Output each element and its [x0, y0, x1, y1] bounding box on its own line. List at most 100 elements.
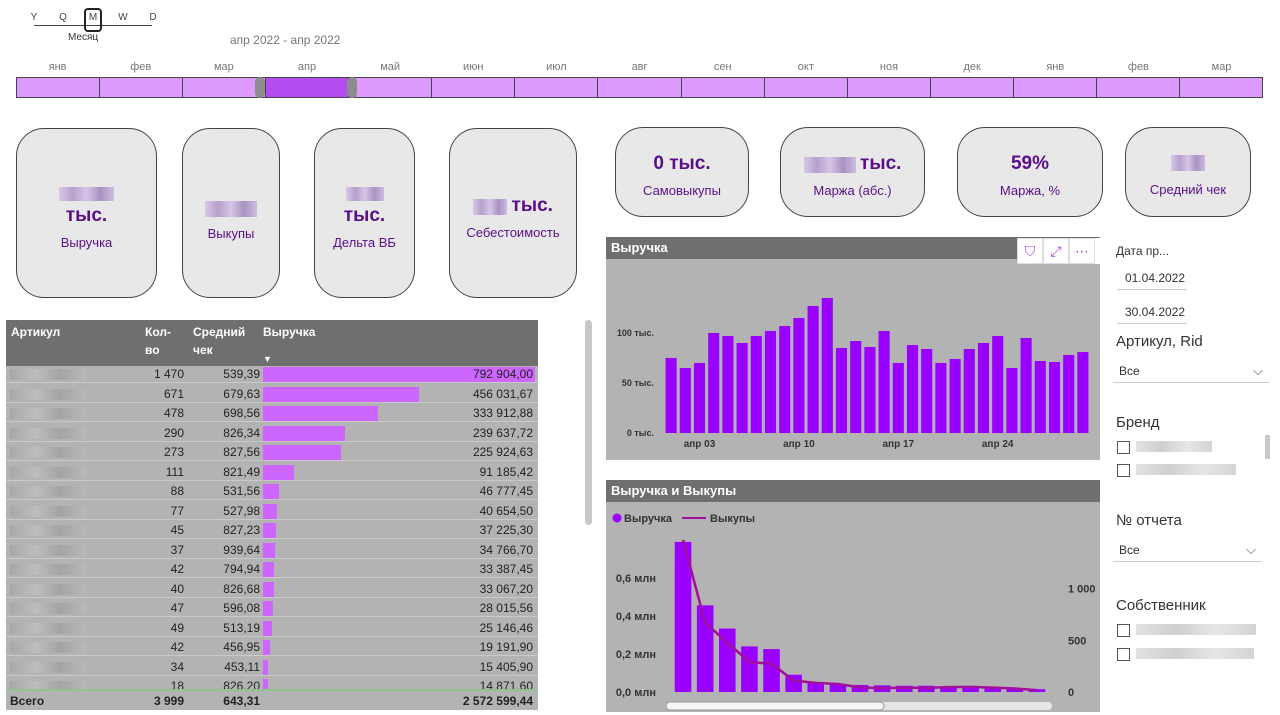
table-row[interactable]: 77 527,98 40 654,50 [6, 503, 538, 520]
timeline-start-handle[interactable] [255, 77, 265, 98]
table-row[interactable]: 111 821,49 91 185,42 [6, 464, 538, 481]
timeline-month-label: июл [546, 61, 567, 73]
timeline-month-segment[interactable] [515, 78, 599, 97]
revenue-bar [850, 341, 862, 433]
kpi-caption: Себестоимость [466, 225, 560, 240]
table-row[interactable]: 49 513,19 25 146,46 [6, 620, 538, 637]
timeline-month-segment[interactable] [681, 78, 765, 97]
timeline-month-segment[interactable] [349, 78, 433, 97]
owner-checkbox[interactable] [1117, 648, 1130, 661]
report-dropdown-value: Все [1119, 543, 1140, 557]
revenue-bar [679, 368, 691, 433]
brand-scrollbar[interactable] [1265, 435, 1270, 459]
avg-check-cell: 826,68 [223, 581, 260, 596]
timeline-month-segment[interactable] [266, 78, 350, 97]
qty-cell: 45 [170, 523, 184, 537]
timeline-month-segment[interactable] [764, 78, 848, 97]
granularity-quarter[interactable]: Q [59, 12, 67, 23]
timeline-month-segment[interactable] [432, 78, 516, 97]
table-row[interactable]: 37 939,64 34 766,70 [6, 542, 538, 559]
kpi-caption: Маржа (абс.) [813, 183, 892, 198]
granularity-month[interactable]: M [88, 12, 98, 23]
redacted-article [10, 661, 86, 673]
date-from-input[interactable]: 01.04.2022 [1117, 266, 1187, 290]
column-header-avg-check[interactable]: Средний чек [193, 325, 246, 357]
owner-checkbox[interactable] [1117, 624, 1130, 637]
date-to-input[interactable]: 30.04.2022 [1117, 300, 1187, 324]
timeline-bar[interactable] [16, 77, 1263, 98]
avg-check-cell: 826,34 [223, 425, 260, 440]
timeline-month-segment[interactable] [847, 78, 931, 97]
granularity-year[interactable]: Y [30, 12, 38, 23]
kpi-caption: Выкупы [207, 226, 255, 241]
chart-title: Выручка и Выкупы [606, 480, 1100, 502]
column-header-article[interactable]: Артикул [11, 325, 61, 339]
table-row[interactable]: 671 679,63 456 031,67 [6, 386, 538, 403]
timeline-month-segment[interactable] [1013, 78, 1097, 97]
timeline-month-segment[interactable] [100, 78, 184, 97]
brand-checkbox[interactable] [1117, 441, 1130, 454]
y-right-tick-label: 0 [1068, 687, 1074, 699]
x-tick-label: апр 17 [882, 439, 914, 450]
avg-check-cell: 453,11 [224, 659, 260, 674]
revenue-bar [992, 336, 1004, 433]
redacted-article [10, 642, 86, 653]
table-row[interactable]: 1 470 539,39 792 904,00 [6, 366, 538, 383]
revenue-cell: 15 405,90 [479, 659, 533, 674]
revenue-data-bar [263, 620, 272, 636]
table-row[interactable]: 88 531,56 46 777,45 [6, 483, 538, 500]
table-row[interactable]: 42 794,94 33 387,45 [6, 561, 538, 578]
legend-revenue-label: Выручка [624, 513, 673, 525]
column-header-revenue[interactable]: Выручка [263, 325, 316, 339]
redacted-article [10, 681, 86, 692]
more-options-icon[interactable]: ⋯ [1069, 238, 1095, 264]
filter-icon[interactable]: ⛉ [1017, 238, 1043, 264]
brand-checkbox[interactable] [1117, 464, 1130, 477]
revenue-cell: 333 912,88 [472, 406, 533, 420]
granularity-selector[interactable]: Y Q M W D Месяц [28, 8, 158, 44]
timeline-month-segment[interactable] [598, 78, 682, 97]
timeline-month-segment[interactable] [930, 78, 1014, 97]
revenue-cell: 239 637,72 [472, 425, 533, 440]
y-left-tick-label: 0,6 млн [616, 573, 656, 585]
timeline-end-handle[interactable] [347, 77, 357, 98]
table-row[interactable]: 34 453,11 15 405,90 [6, 659, 538, 676]
timeline-month-label: апр [297, 61, 317, 73]
article-dropdown[interactable]: Все ⌵ [1113, 359, 1269, 383]
redacted-article [10, 447, 86, 458]
table-row[interactable]: 45 827,23 37 225,30 [6, 522, 538, 539]
timeline-month-segment[interactable] [1096, 78, 1180, 97]
table-row[interactable]: 478 698,56 333 912,88 [6, 405, 538, 422]
revenue-bar [829, 684, 847, 692]
table-row[interactable]: 42 456,95 19 191,90 [6, 639, 538, 656]
sort-desc-icon: ▼ [263, 354, 272, 364]
chart-title: Выручка [606, 237, 1100, 259]
table-scrollbar[interactable] [585, 320, 592, 525]
timeline-month-segment[interactable] [1179, 78, 1262, 97]
revenue-bar [921, 349, 933, 433]
revenue-bar [864, 347, 876, 433]
revenue-cell: 25 146,46 [479, 620, 533, 635]
granularity-week[interactable]: W [118, 12, 128, 23]
timeline-month-label: дек [963, 61, 981, 73]
table-row[interactable]: 273 827,56 225 924,63 [6, 444, 538, 461]
table-row[interactable]: 290 826,34 239 637,72 [6, 425, 538, 442]
column-header-qty[interactable]: Кол-во [145, 325, 171, 357]
avg-check-cell: 698,56 [223, 406, 260, 420]
table-row[interactable]: 40 826,68 33 067,20 [6, 581, 538, 598]
timeline-month-label: янв [1046, 61, 1065, 73]
revenue-chart-plot: 0 тыс. 50 тыс. 100 тыс. апр 03 апр 10 апр 17 а… [617, 298, 1089, 450]
revenue-cell: 792 904,00 [472, 367, 533, 381]
kpi-caption: Самовыкупы [643, 183, 721, 198]
report-dropdown[interactable]: Все ⌵ [1113, 538, 1262, 562]
table-row[interactable]: 47 596,08 28 015,56 [6, 600, 538, 617]
timeline-month-segment[interactable] [17, 78, 101, 97]
revenue-bar [963, 349, 975, 433]
timeline-month-label: мар [213, 61, 234, 73]
redacted-article [10, 603, 86, 614]
y-left-tick-label: 0,2 млн [616, 649, 656, 661]
granularity-day[interactable]: D [149, 12, 157, 23]
kpi-value: тыс. [65, 205, 108, 226]
timeline-month-segment[interactable] [183, 78, 267, 97]
focus-mode-icon[interactable]: ⤢ [1043, 238, 1069, 264]
